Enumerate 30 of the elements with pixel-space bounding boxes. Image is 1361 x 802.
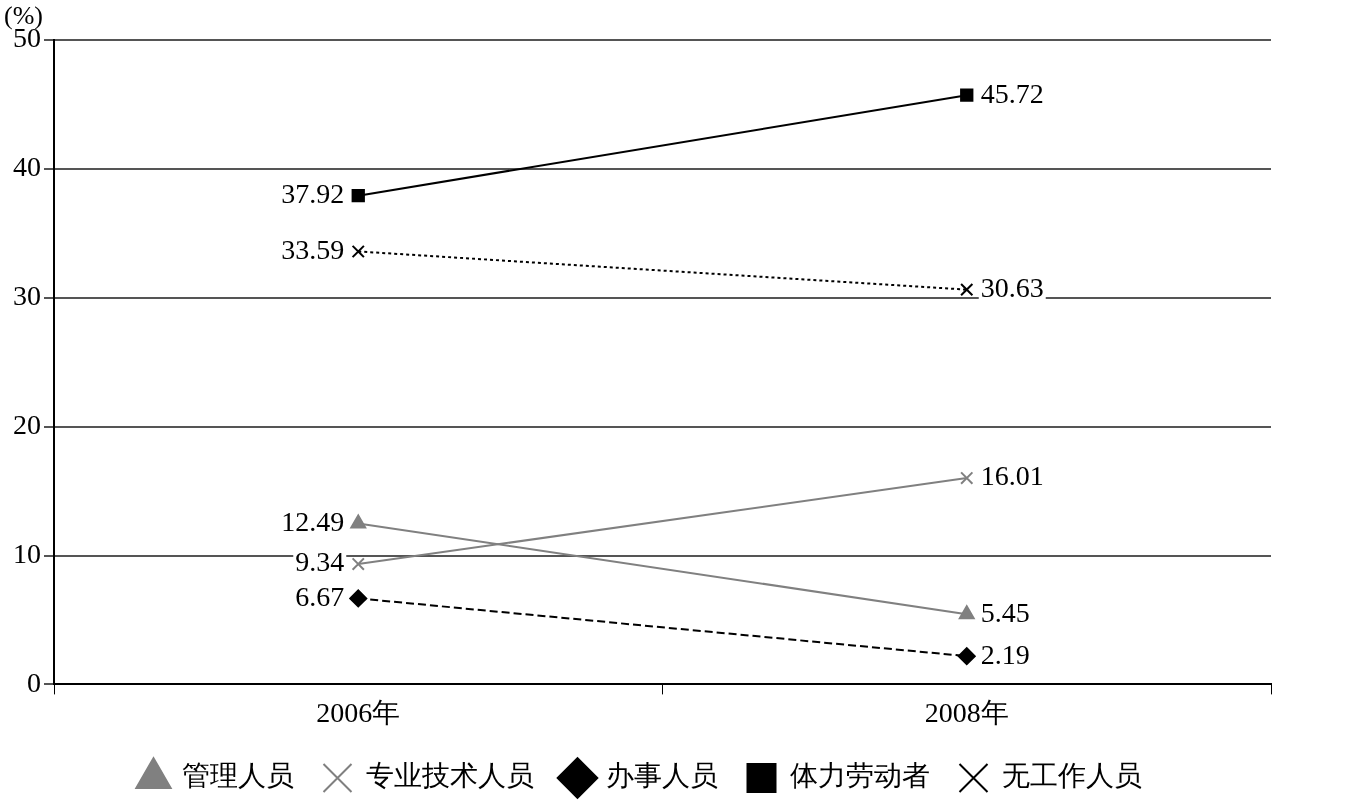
y-tick-label: 0: [27, 666, 41, 698]
data-label: 45.72: [980, 77, 1044, 109]
legend-label: 专业技术人员: [365, 760, 534, 792]
legend-label: 无工作人员: [1001, 760, 1142, 792]
legend-label: 管理人员: [181, 760, 294, 792]
data-label: 37.92: [281, 178, 345, 210]
point: [960, 88, 974, 102]
data-label: 30.63: [980, 272, 1044, 303]
point: [351, 189, 365, 203]
point: [960, 471, 974, 485]
point: [351, 244, 365, 259]
data-label: 9.34: [295, 546, 345, 578]
y-tick-label: 30: [13, 280, 41, 312]
data-label: 6.67: [295, 580, 345, 612]
x-tick-label: 2008年: [924, 696, 1009, 728]
data-label: 33.59: [281, 233, 345, 265]
point: [351, 557, 365, 571]
point: [960, 282, 974, 297]
point: [957, 647, 976, 666]
data-label: 12.49: [281, 505, 345, 537]
y-tick-label: 20: [13, 409, 41, 440]
data-label: 16.01: [980, 460, 1044, 492]
y-tick-label: 10: [13, 537, 41, 569]
data-label: 2.19: [980, 638, 1030, 670]
y-tick-label: 40: [13, 151, 41, 183]
legend-label: 办事人员: [605, 760, 718, 792]
point: [349, 589, 368, 608]
legend-label: 体力劳动者: [789, 760, 930, 792]
x-tick-label: 2006年: [316, 696, 401, 728]
data-label: 5.45: [980, 596, 1030, 628]
